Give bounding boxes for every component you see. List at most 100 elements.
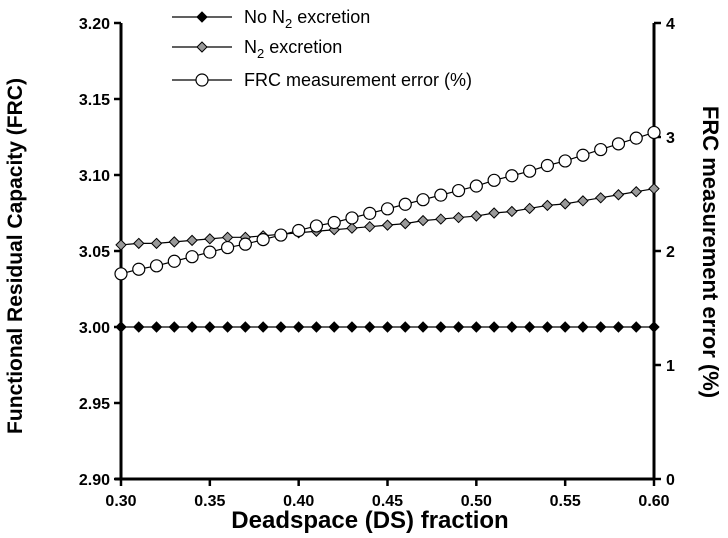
data-point <box>630 186 642 198</box>
y-tick-label: 3.00 <box>79 320 110 337</box>
data-point <box>346 321 358 333</box>
data-point <box>399 321 411 333</box>
data-point <box>488 207 500 219</box>
data-point <box>398 197 412 211</box>
data-point <box>417 214 429 227</box>
data-point <box>435 321 447 333</box>
data-point <box>309 219 324 233</box>
legend: No N2 excretion N2 excretion FRC measureme… <box>172 7 472 90</box>
data-point <box>327 215 341 230</box>
data-point <box>506 321 518 333</box>
data-point <box>648 321 660 333</box>
data-point <box>417 321 429 333</box>
data-point <box>559 321 571 333</box>
y-axis-label: Functional Residual Capacity (FRC) <box>4 78 27 434</box>
data-point <box>204 233 216 245</box>
data-point <box>275 321 287 333</box>
series-line <box>120 188 655 246</box>
data-point <box>185 250 199 264</box>
data-point <box>647 125 661 140</box>
data-point <box>257 321 269 333</box>
data-point <box>168 236 181 248</box>
data-point <box>558 154 572 168</box>
x-tick-label: 0.50 <box>461 493 492 510</box>
data-point <box>328 321 340 333</box>
x-tick-label: 0.30 <box>105 493 136 510</box>
data-point <box>239 321 252 333</box>
data-point <box>133 321 145 333</box>
data-point <box>577 321 589 333</box>
series-3 <box>114 125 661 281</box>
y-tick-label: 3.10 <box>79 168 110 185</box>
data-point <box>346 222 358 234</box>
data-point <box>186 321 198 333</box>
data-point <box>487 173 501 187</box>
data-point <box>274 228 288 242</box>
data-point <box>114 267 128 281</box>
data-point <box>150 237 163 250</box>
data-point <box>470 210 483 222</box>
y2-tick-label: 2 <box>666 244 675 261</box>
data-point <box>523 164 537 178</box>
legend-marker <box>196 41 208 53</box>
x-tick-label: 0.60 <box>638 493 669 510</box>
data-point <box>469 179 483 193</box>
data-point <box>363 206 377 220</box>
x-axis-label: Deadspace (DS) fraction <box>231 507 508 534</box>
data-point <box>611 137 626 151</box>
data-point <box>648 182 660 195</box>
data-point <box>221 240 235 255</box>
data-point <box>435 213 447 225</box>
data-point <box>594 142 608 157</box>
data-point <box>380 202 395 216</box>
data-point <box>364 321 376 333</box>
data-point <box>577 195 589 207</box>
data-point <box>203 245 217 259</box>
data-point <box>505 169 519 183</box>
data-point <box>612 321 625 333</box>
data-point <box>452 321 465 333</box>
data-point <box>559 198 571 210</box>
data-point <box>594 321 607 333</box>
data-point <box>541 321 554 333</box>
legend-item: N2 excretion <box>172 37 342 61</box>
data-point <box>149 259 164 273</box>
y2-tick-label: 4 <box>666 16 675 33</box>
y-tick-label: 2.95 <box>79 396 110 413</box>
data-point <box>594 192 607 204</box>
data-point <box>133 237 145 250</box>
legend-marker <box>196 11 208 23</box>
series-1 <box>115 321 660 333</box>
legend-label: FRC measurement error (%) <box>244 70 472 90</box>
data-point <box>381 321 394 333</box>
data-point <box>523 321 536 333</box>
legend-marker <box>195 73 209 87</box>
data-point <box>630 321 642 333</box>
data-point <box>168 321 181 333</box>
data-point <box>488 321 500 333</box>
legend-label: No N2 excretion <box>244 7 370 31</box>
data-point <box>292 223 306 238</box>
data-point <box>204 321 216 333</box>
data-point <box>364 220 376 233</box>
x-tick-label: 0.35 <box>194 493 225 510</box>
data-point <box>470 321 483 333</box>
data-point <box>576 148 590 162</box>
series-2 <box>115 182 660 251</box>
x-tick-label: 0.40 <box>283 493 314 510</box>
data-point <box>150 321 163 333</box>
y-tick-label: 2.90 <box>79 472 110 489</box>
data-point <box>451 183 466 198</box>
data-point <box>221 231 234 244</box>
ticks: 0.30 0.35 0.40 0.45 0.50 0.55 0.60 2.90 2.95 3.00… <box>79 16 675 510</box>
data-point <box>629 131 643 145</box>
data-point <box>186 234 198 247</box>
y2-tick-label: 3 <box>666 130 675 147</box>
y2-tick-label: 0 <box>666 472 675 489</box>
data-point <box>523 202 536 215</box>
data-point <box>238 237 252 251</box>
y2-tick-label: 1 <box>666 358 675 375</box>
x-tick-label: 0.55 <box>550 493 581 510</box>
data-point <box>541 199 554 212</box>
